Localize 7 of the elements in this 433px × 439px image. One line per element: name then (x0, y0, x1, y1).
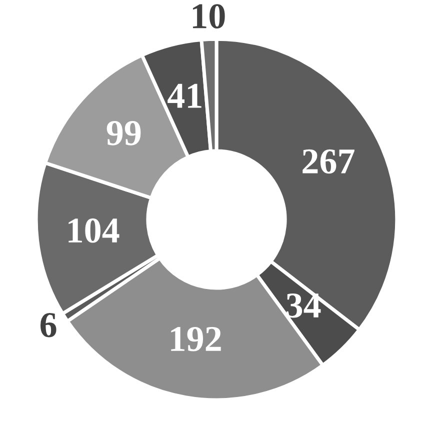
data-label: 99 (106, 121, 141, 146)
data-label: 6 (40, 312, 56, 338)
data-label: 104 (68, 218, 120, 243)
data-label: 10 (192, 4, 225, 28)
data-label: 41 (168, 84, 202, 108)
data-label: 267 (302, 149, 354, 174)
data-label: 192 (171, 326, 221, 352)
